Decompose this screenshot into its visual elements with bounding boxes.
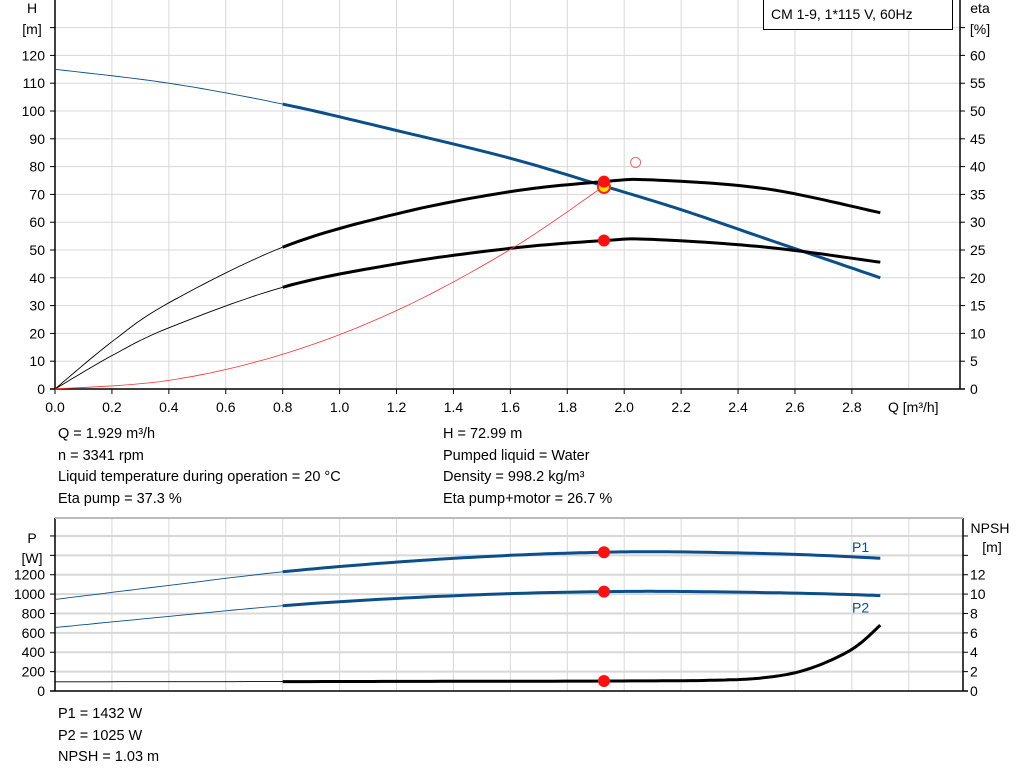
p2-curve-thin [54, 605, 283, 628]
info-eta-pump: Eta pump = 37.3 % [58, 490, 182, 507]
y-tick-label: 1000 [14, 586, 45, 602]
info-temperature: Liquid temperature during operation = 20… [58, 469, 341, 485]
y2-tick-label: 30 [970, 214, 986, 230]
x-tick-label: 0.6 [216, 399, 236, 415]
y2-tick-label: 10 [970, 325, 986, 341]
x-tick-label: 1.2 [387, 399, 407, 415]
y-tick-label: 0 [37, 683, 45, 699]
y-tick-label: 60 [29, 214, 45, 230]
x-tick-label: 2.2 [671, 399, 691, 415]
y-tick-label: 800 [22, 605, 46, 621]
x-tick-label: 0.8 [273, 399, 293, 415]
duty-point [597, 546, 610, 559]
open-marker [630, 156, 642, 168]
y2-axis-unit: [%] [970, 21, 990, 37]
y-tick-label: 1200 [14, 567, 45, 583]
y2-tick-label: 12 [970, 567, 986, 583]
x-tick-label: 2.0 [614, 399, 634, 415]
info-speed: n = 3341 rpm [58, 447, 144, 464]
y-tick-label: 0 [37, 381, 45, 397]
npsh-curve [282, 623, 882, 684]
y2-tick-label: 15 [970, 298, 986, 314]
y2-axis-label: NPSH [971, 520, 1010, 536]
info-q: Q = 1.929 m³/h [58, 426, 156, 442]
info-liquid: Pumped liquid = Water [443, 447, 590, 464]
info-npsh: NPSH = 1.03 m [58, 749, 160, 765]
info-top-left: Q = 1.929 m³/h n = 3341 rpm Liquid tempe… [58, 424, 341, 510]
eta-pump-curve [282, 177, 881, 249]
x-tick-label: 1.0 [330, 399, 350, 415]
y-tick-label: 600 [22, 625, 46, 641]
duty-point [597, 175, 610, 188]
system-curve-thin [54, 185, 605, 390]
h-curve-thin [54, 68, 283, 105]
y-tick-label: 100 [22, 103, 46, 119]
y2-tick-label: 25 [970, 242, 986, 258]
y-tick-label: 200 [22, 664, 46, 680]
y2-axis-unit: [m] [982, 539, 1001, 555]
eta-pump-motor-curve-thin [54, 286, 283, 390]
x-tick-label: 1.4 [444, 399, 464, 415]
y-tick-label: 40 [29, 270, 45, 286]
series-label-p1: P1 [852, 539, 869, 555]
info-head: H = 72.99 m [443, 426, 523, 442]
y-axis-unit: [W] [22, 550, 43, 566]
y-tick-label: 20 [29, 325, 45, 341]
y2-tick-label: 6 [970, 625, 978, 641]
duty-point [597, 675, 610, 688]
x-tick-label: 2.6 [785, 399, 805, 415]
x-axis-label: Q [m³/h] [888, 399, 939, 415]
y2-tick-label: 55 [970, 75, 986, 91]
info-eta-pump-motor: Eta pump+motor = 26.7 % [443, 490, 613, 507]
x-tick-label: 1.6 [501, 399, 521, 415]
series-label-p2: P2 [852, 600, 869, 616]
y2-tick-label: 2 [970, 664, 978, 680]
y-axis-label: H [27, 0, 37, 16]
y2-tick-label: 50 [970, 103, 986, 119]
info-density: Density = 998.2 kg/m³ [443, 469, 585, 485]
eta-pump-curve-thin [54, 246, 283, 390]
y2-axis-label: eta [970, 0, 990, 16]
y2-tick-label: 5 [970, 353, 978, 369]
y-tick-label: 400 [22, 644, 46, 660]
y-tick-label: 80 [29, 159, 45, 175]
y2-tick-label: 0 [970, 381, 978, 397]
y-tick-label: 90 [29, 131, 45, 147]
y-axis-unit: [m] [22, 21, 41, 37]
y2-tick-label: 20 [970, 270, 986, 286]
y-tick-label: 50 [29, 242, 45, 258]
y-axis-label: P [27, 530, 36, 546]
x-tick-label: 0.0 [45, 399, 65, 415]
y2-tick-label: 45 [970, 131, 986, 147]
y-tick-label: 70 [29, 186, 45, 202]
y-tick-label: 120 [22, 47, 46, 63]
y2-tick-label: 35 [970, 186, 986, 202]
y-tick-label: 30 [29, 298, 45, 314]
x-tick-label: 2.8 [842, 399, 862, 415]
y2-tick-label: 0 [970, 683, 978, 699]
x-tick-label: 2.4 [728, 399, 748, 415]
duty-point [597, 585, 610, 598]
y2-tick-label: 40 [970, 159, 986, 175]
x-tick-label: 1.8 [558, 399, 578, 415]
info-bottom: P1 = 1432 W P2 = 1025 W NPSH = 1.03 m [58, 704, 159, 769]
x-tick-label: 0.2 [102, 399, 122, 415]
info-p2: P2 = 1025 W [58, 727, 143, 744]
y2-tick-label: 60 [970, 47, 986, 63]
duty-point [597, 234, 610, 247]
info-top-right: H = 72.99 m Pumped liquid = Water Densit… [443, 424, 612, 510]
p1-curve-thin [54, 571, 283, 600]
x-tick-label: 0.4 [159, 399, 179, 415]
y-tick-label: 110 [23, 75, 46, 91]
y-tick-label: 10 [29, 353, 45, 369]
info-p1: P1 = 1432 W [58, 706, 143, 722]
y2-tick-label: 4 [970, 644, 978, 660]
h-curve [282, 102, 881, 280]
y2-tick-label: 10 [970, 586, 986, 602]
y2-tick-label: 8 [970, 605, 978, 621]
chart-legend: CM 1-9, 1*115 V, 60Hz [763, 0, 953, 30]
